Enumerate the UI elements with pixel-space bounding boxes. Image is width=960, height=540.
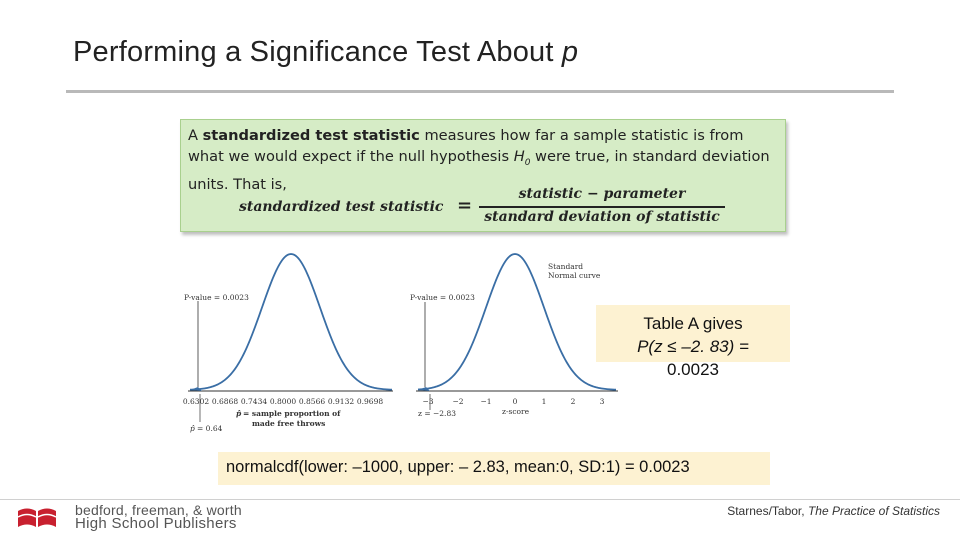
left-pvalue-label: P-value = 0.0023 bbox=[184, 293, 249, 302]
publisher-logo-icon bbox=[17, 508, 57, 527]
title-divider bbox=[66, 90, 894, 93]
fraction-bar bbox=[479, 206, 725, 208]
publisher-line-2: High School Publishers bbox=[75, 515, 237, 532]
left-tail-shading bbox=[190, 387, 202, 391]
left-tick-labels: 0.6302 0.6868 0.7434 0.8000 0.8566 0.913… bbox=[183, 397, 383, 406]
definition-part-5: were true, in standard deviation units. … bbox=[188, 148, 770, 193]
null-hypothesis-symbol: H0 bbox=[513, 148, 531, 168]
left-tick-label: 0.6868 bbox=[212, 397, 238, 406]
left-tick-label: 0.9698 bbox=[357, 397, 383, 406]
definition-part-3: measures how far a sample statistic is f… bbox=[188, 127, 744, 165]
title-text: Performing a Significance Test About bbox=[73, 36, 554, 68]
left-normal-curve: P-value = 0.0023 0.6302 0.6868 0.7434 0.… bbox=[183, 253, 393, 433]
right-tick-label: 1 bbox=[542, 397, 547, 406]
standard-normal-label-line-2: Normal curve bbox=[548, 271, 601, 280]
right-tick-labels: −3 −2 −1 0 1 2 3 bbox=[422, 397, 604, 406]
formula-numerator: statistic − parameter bbox=[518, 186, 686, 202]
left-curve-path bbox=[189, 253, 393, 391]
book-credit: Starnes/Tabor, The Practice of Statistic… bbox=[727, 504, 940, 518]
definition-term: standardized test statistic bbox=[202, 127, 420, 144]
right-tick-label: 2 bbox=[571, 397, 576, 406]
table-a-line-1: Table A gives bbox=[643, 314, 743, 333]
right-normal-curve: P-value = 0.0023 Standard Normal curve −… bbox=[410, 253, 618, 418]
definition-part-1: A bbox=[188, 127, 203, 144]
credit-authors: Starnes/Tabor, bbox=[727, 504, 805, 518]
formula-lhs: standardized test statistic bbox=[239, 199, 444, 215]
right-tick-label: −3 bbox=[422, 397, 433, 406]
z-score-axis-label: z-score bbox=[502, 407, 530, 416]
definition-box: A standardized test statistic measures h… bbox=[180, 119, 786, 232]
normal-curves-figure: P-value = 0.0023 0.6302 0.6868 0.7434 0.… bbox=[183, 253, 618, 433]
right-tick-label: −1 bbox=[480, 397, 491, 406]
phat-observed-symbol: p̂ bbox=[190, 424, 195, 433]
formula-denominator: standard deviation of statistic bbox=[484, 209, 720, 225]
left-tick-label: 0.6302 bbox=[183, 397, 209, 406]
phat-definition: = sample proportion of bbox=[243, 409, 341, 418]
table-a-callout: Table A gives P(z ≤ –2. 83) = 0.0023 bbox=[596, 305, 790, 379]
right-tick-label: 0 bbox=[513, 397, 518, 406]
footer-divider bbox=[0, 499, 960, 500]
right-tick-label: −2 bbox=[452, 397, 463, 406]
slide-title: Performing a Significance Test About p bbox=[73, 36, 578, 69]
publisher-line-1: bedford, freeman, & worth bbox=[75, 502, 242, 518]
right-tick-label: 3 bbox=[600, 397, 605, 406]
standard-normal-label: Standard bbox=[548, 262, 583, 271]
phat-symbol: p̂ bbox=[236, 409, 242, 418]
right-pvalue-label: P-value = 0.0023 bbox=[410, 293, 475, 302]
left-tick-label: 0.9132 bbox=[328, 397, 354, 406]
left-tick-label: 0.7434 bbox=[241, 397, 267, 406]
right-curve-path bbox=[417, 253, 617, 391]
title-variable: p bbox=[561, 36, 579, 68]
credit-book-title: The Practice of Statistics bbox=[807, 504, 940, 518]
table-a-line-3: 0.0023 bbox=[667, 360, 719, 379]
normalcdf-callout: normalcdf(lower: –1000, upper: – 2.83, m… bbox=[218, 452, 770, 485]
phat-observed-value: = 0.64 bbox=[197, 424, 223, 433]
left-tick-label: 0.8000 bbox=[270, 397, 296, 406]
publisher-name: bedford, freeman, & worth High School Pu… bbox=[75, 503, 242, 531]
phat-definition-line-2: made free throws bbox=[252, 419, 325, 428]
observed-z-value: z = −2.83 bbox=[418, 409, 456, 418]
formula-equals: = bbox=[457, 195, 473, 216]
left-tick-label: 0.8566 bbox=[299, 397, 325, 406]
table-a-line-2: P(z ≤ –2. 83) = bbox=[637, 337, 749, 356]
definition-text: A standardized test statistic measures h… bbox=[188, 125, 778, 195]
right-tail-shading bbox=[418, 387, 430, 391]
